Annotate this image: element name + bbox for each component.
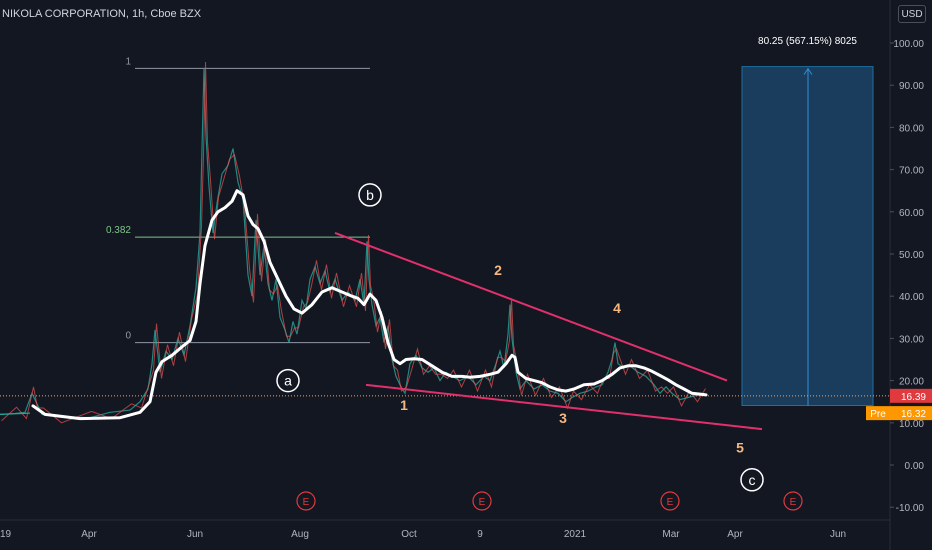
- price-candles: [1, 61, 706, 424]
- position-arrowhead: [803, 67, 813, 75]
- pre-market-price-label: 16.32: [901, 409, 926, 420]
- x-tick-label: Jun: [187, 529, 203, 540]
- circle-label-c-ring: [740, 468, 764, 492]
- price-series-line: [0, 68, 705, 419]
- x-tick-label: Apr: [727, 529, 743, 540]
- y-tick-label: 10.00: [899, 419, 924, 430]
- earnings-marker-label: E: [479, 497, 486, 508]
- pre-market-tag-label: Pre: [870, 409, 886, 420]
- y-tick-label: -10.00: [896, 503, 925, 514]
- moving-average-line: [31, 189, 708, 421]
- pre-market-price-tag: [890, 406, 932, 421]
- earnings-marker-label: E: [667, 497, 674, 508]
- circle-label-b: b: [366, 187, 374, 203]
- circle-label-a: a: [284, 373, 292, 389]
- pre-market-tag: [866, 406, 890, 421]
- y-tick-label: 20.00: [899, 377, 924, 388]
- y-tick-label: 0.00: [905, 461, 925, 472]
- y-tick-label: 90.00: [899, 81, 924, 92]
- earnings-marker-2[interactable]: [472, 491, 492, 511]
- x-tick-label: 2019: [0, 529, 12, 540]
- x-tick-label: 2021: [564, 529, 587, 540]
- earnings-marker-1[interactable]: [296, 491, 316, 511]
- lower-trend-line[interactable]: [365, 383, 763, 431]
- circle-label-b-ring: [358, 183, 382, 207]
- currency-button[interactable]: USD: [898, 5, 926, 23]
- y-tick-label: 60.00: [899, 208, 924, 219]
- x-tick-label: Oct: [401, 529, 417, 540]
- y-tick-label: 70.00: [899, 166, 924, 177]
- circle-label-c: c: [749, 472, 756, 488]
- circle-label-a-ring: [276, 368, 300, 393]
- y-tick-label: 50.00: [899, 250, 924, 261]
- earnings-marker-3[interactable]: [660, 491, 680, 511]
- x-tick-label: Apr: [81, 529, 97, 540]
- wave-label-5: 5: [736, 439, 744, 455]
- x-tick-label: Aug: [291, 529, 309, 540]
- earnings-marker-label: E: [790, 497, 797, 508]
- y-tick-label: 40.00: [899, 292, 924, 303]
- chart-title: NIKOLA CORPORATION, 1h, Cboe BZX: [2, 8, 202, 20]
- x-tick-label: Jun: [830, 529, 846, 540]
- upper-trend-line[interactable]: [334, 231, 728, 382]
- wave-label-4: 4: [613, 300, 621, 316]
- y-tick-label: 80.00: [899, 123, 924, 134]
- current-price-tag: [890, 388, 932, 403]
- earnings-marker-4[interactable]: [783, 491, 803, 511]
- wave-label-3: 3: [559, 410, 567, 426]
- y-tick-label: 30.00: [899, 334, 924, 345]
- current-price-label: 16.39: [901, 392, 926, 403]
- wave-label-1: 1: [400, 397, 408, 413]
- price-series-early: [0, 412, 31, 416]
- wave-label-2: 2: [494, 262, 502, 278]
- earnings-marker-label: E: [303, 497, 310, 508]
- fib-label-0: 0: [125, 331, 131, 342]
- fib-label-1: 1: [125, 56, 131, 67]
- position-label: 80.25 (567.15%) 8025: [758, 36, 857, 47]
- x-tick-label: 9: [477, 529, 483, 540]
- x-tick-label: Mar: [662, 529, 680, 540]
- fib-label-0382: 0.382: [106, 225, 131, 236]
- y-tick-label: 100.00: [893, 39, 924, 50]
